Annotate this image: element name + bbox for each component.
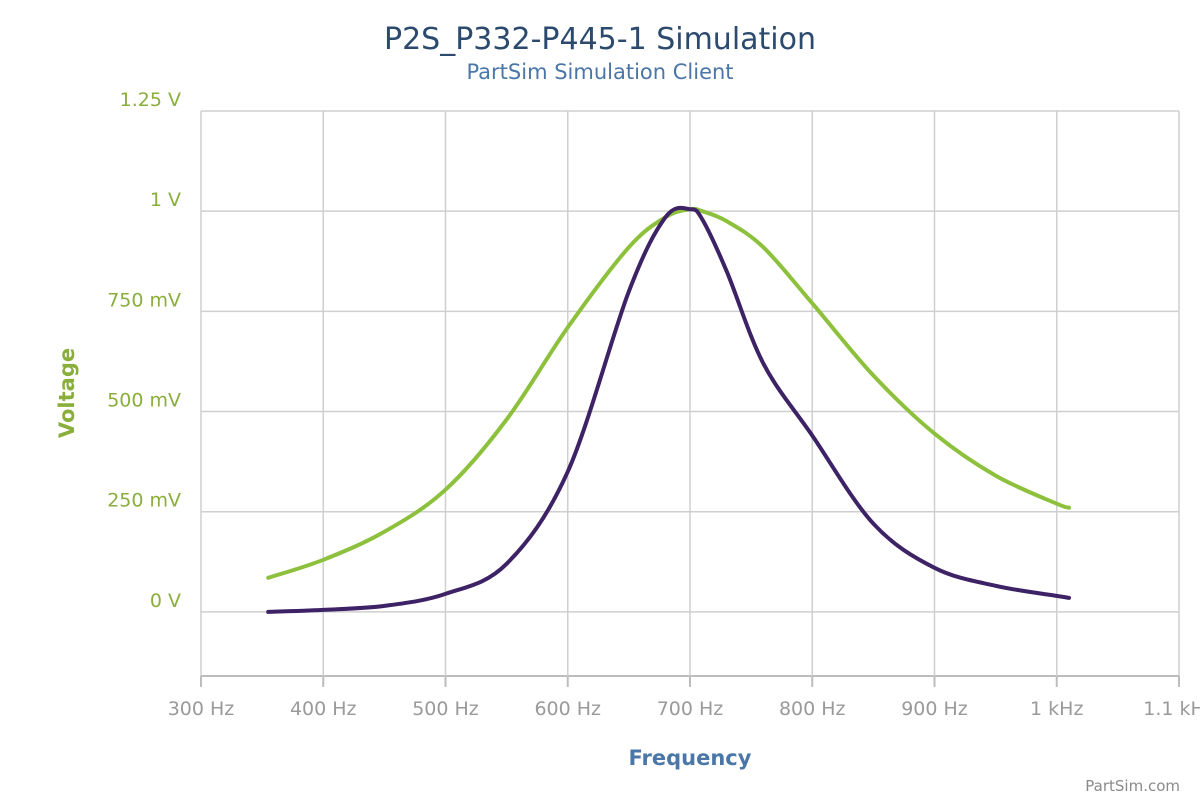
watermark: PartSim.com: [1085, 777, 1180, 795]
chart-subtitle: PartSim Simulation Client: [466, 60, 733, 84]
x-tick-label: 500 Hz: [412, 698, 479, 720]
grid: [200, 110, 1180, 687]
y-tick-label: 500 mV: [107, 390, 181, 412]
x-axis-label: Frequency: [629, 746, 752, 770]
y-tick-label: 250 mV: [107, 490, 181, 512]
x-tick-label: 700 Hz: [657, 698, 724, 720]
y-tick-label: 0 V: [150, 590, 181, 612]
x-tick-label: 300 Hz: [168, 698, 235, 720]
tick-labels: 300 Hz 400 Hz 500 Hz 600 Hz 700 Hz 800 Hz 900 …: [107, 89, 1200, 720]
chart-title: P2S_P332-P445-1 Simulation: [384, 22, 816, 57]
series-layer: [266, 205, 1071, 614]
y-tick-label: 750 mV: [107, 289, 181, 311]
x-tick-label: 1 kHz: [1030, 698, 1083, 720]
y-axis-label: Voltage: [55, 348, 79, 438]
series-line-1: [266, 206, 1071, 580]
x-tick-label: 800 Hz: [779, 698, 846, 720]
x-tick-label: 600 Hz: [534, 698, 601, 720]
y-tick-label: 1.25 V: [120, 89, 181, 111]
series-line-2: [266, 205, 1071, 614]
x-tick-label: 900 Hz: [901, 698, 968, 720]
x-tick-label: 400 Hz: [290, 698, 357, 720]
y-tick-label: 1 V: [150, 189, 181, 211]
x-tick-label: 1.1 kHz: [1143, 698, 1200, 720]
